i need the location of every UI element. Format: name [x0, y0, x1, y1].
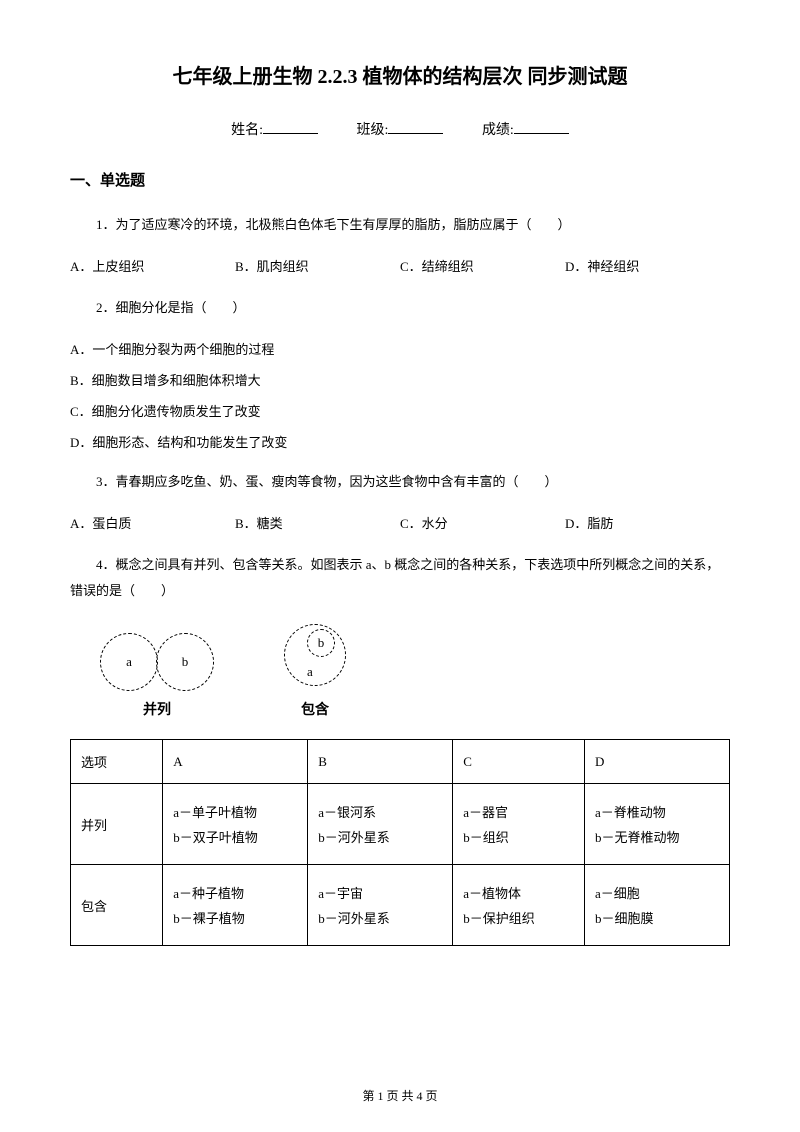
row1-c: a－器官 b－组织 — [453, 784, 585, 865]
cell-line: b－双子叶植物 — [173, 827, 297, 846]
score-label: 成绩: — [482, 123, 514, 138]
diagram-contain: a b 包含 — [284, 624, 346, 719]
row2-b: a－宇宙 b－河外星系 — [308, 865, 453, 946]
q1-opt-c: C．结缔组织 — [400, 256, 565, 275]
q3-opt-d: D．脂肪 — [565, 513, 730, 532]
q3-options: A．蛋白质 B．糖类 C．水分 D．脂肪 — [70, 513, 730, 532]
q4-text: 4．概念之间具有并列、包含等关系。如图表示 a、b 概念之间的各种关系，下表选项… — [70, 552, 730, 604]
cell-line: b－保护组织 — [463, 908, 574, 927]
score-underline — [514, 133, 569, 134]
q3-opt-a: A．蛋白质 — [70, 513, 235, 532]
q1-opt-d: D．神经组织 — [565, 256, 730, 275]
th-d: D — [584, 740, 729, 784]
class-underline — [388, 133, 443, 134]
row2-label: 包含 — [71, 865, 163, 946]
table-header-row: 选项 A B C D — [71, 740, 730, 784]
caption-contain: 包含 — [284, 699, 346, 719]
q3-opt-b: B．糖类 — [235, 513, 400, 532]
label-a-contain: a — [307, 664, 313, 680]
q2-opt-d: D．细胞形态、结构和功能发生了改变 — [70, 432, 730, 451]
th-c: C — [453, 740, 585, 784]
page-title: 七年级上册生物 2.2.3 植物体的结构层次 同步测试题 — [70, 60, 730, 89]
th-a: A — [163, 740, 308, 784]
cell-line: b－细胞膜 — [595, 908, 719, 927]
cell-line: b－河外星系 — [318, 827, 442, 846]
section-header: 一、单选题 — [70, 169, 730, 190]
label-b-contain: b — [318, 635, 325, 651]
row2-a: a－种子植物 b－裸子植物 — [163, 865, 308, 946]
label-b: b — [182, 654, 189, 670]
q2-text: 2．细胞分化是指（ ） — [70, 295, 730, 321]
cell-line: b－河外星系 — [318, 908, 442, 927]
class-label: 班级: — [357, 123, 389, 138]
q1-options: A．上皮组织 B．肌肉组织 C．结缔组织 D．神经组织 — [70, 256, 730, 275]
cell-line: b－组织 — [463, 827, 574, 846]
cell-line: a－银河系 — [318, 802, 442, 821]
q1-opt-a: A．上皮组织 — [70, 256, 235, 275]
diagram-parallel: a b 并列 — [100, 633, 214, 719]
row1-label: 并列 — [71, 784, 163, 865]
row1-b: a－银河系 b－河外星系 — [308, 784, 453, 865]
cell-line: a－细胞 — [595, 883, 719, 902]
circle-outer: a b — [284, 624, 346, 686]
q2-opt-b: B．细胞数目增多和细胞体积增大 — [70, 370, 730, 389]
cell-line: a－脊椎动物 — [595, 802, 719, 821]
cell-line: a－单子叶植物 — [173, 802, 297, 821]
cell-line: a－器官 — [463, 802, 574, 821]
table-row: 并列 a－单子叶植物 b－双子叶植物 a－银河系 b－河外星系 a－器官 b－组… — [71, 784, 730, 865]
cell-line: a－植物体 — [463, 883, 574, 902]
page-footer: 第 1 页 共 4 页 — [0, 1087, 800, 1104]
form-row: 姓名: 班级: 成绩: — [70, 119, 730, 139]
row2-c: a－植物体 b－保护组织 — [453, 865, 585, 946]
row2-d: a－细胞 b－细胞膜 — [584, 865, 729, 946]
q3-text: 3．青春期应多吃鱼、奶、蛋、瘦肉等食物，因为这些食物中含有丰富的（ ） — [70, 469, 730, 495]
row1-a: a－单子叶植物 b－双子叶植物 — [163, 784, 308, 865]
q2-opt-c: C．细胞分化遗传物质发生了改变 — [70, 401, 730, 420]
q2-options: A．一个细胞分裂为两个细胞的过程 B．细胞数目增多和细胞体积增大 C．细胞分化遗… — [70, 339, 730, 451]
circle-inner: b — [307, 629, 335, 657]
q3-opt-c: C．水分 — [400, 513, 565, 532]
cell-line: b－裸子植物 — [173, 908, 297, 927]
concept-table: 选项 A B C D 并列 a－单子叶植物 b－双子叶植物 a－银河系 b－河外… — [70, 739, 730, 946]
row1-d: a－脊椎动物 b－无脊椎动物 — [584, 784, 729, 865]
name-label: 姓名: — [231, 123, 263, 138]
diagram-container: a b 并列 a b 包含 — [100, 624, 730, 719]
cell-line: a－宇宙 — [318, 883, 442, 902]
caption-parallel: 并列 — [100, 699, 214, 719]
th-option: 选项 — [71, 740, 163, 784]
q1-text: 1．为了适应寒冷的环境，北极熊白色体毛下生有厚厚的脂肪，脂肪应属于（ ） — [70, 212, 730, 238]
table-row: 包含 a－种子植物 b－裸子植物 a－宇宙 b－河外星系 a－植物体 b－保护组… — [71, 865, 730, 946]
circle-b-parallel: b — [156, 633, 214, 691]
cell-line: a－种子植物 — [173, 883, 297, 902]
circle-a-parallel: a — [100, 633, 158, 691]
label-a: a — [126, 654, 132, 670]
name-underline — [263, 133, 318, 134]
th-b: B — [308, 740, 453, 784]
q2-opt-a: A．一个细胞分裂为两个细胞的过程 — [70, 339, 730, 358]
q1-opt-b: B．肌肉组织 — [235, 256, 400, 275]
cell-line: b－无脊椎动物 — [595, 827, 719, 846]
